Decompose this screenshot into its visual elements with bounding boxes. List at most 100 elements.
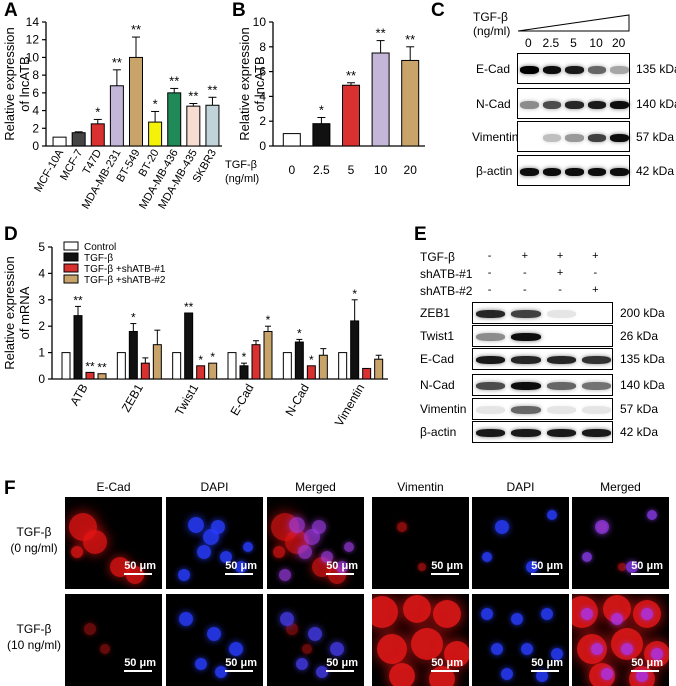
bar: [186, 105, 201, 147]
scale-bar-text: 50 μm: [631, 560, 663, 572]
stained-cell: [188, 517, 204, 533]
stained-cell: [197, 545, 211, 559]
stained-cell: [541, 608, 553, 620]
scale-bar-text: 50 μm: [124, 560, 156, 572]
bar: [227, 352, 237, 380]
protein-band: [520, 100, 539, 109]
y-tick-label: 6: [32, 86, 39, 100]
stained-cell: [84, 623, 96, 635]
x-tick-label: 2.5: [313, 163, 330, 177]
dose-label: 10: [589, 36, 603, 50]
molecular-weight-label: 140 kDa: [636, 97, 676, 111]
molecular-weight-label: 140 kDa: [620, 378, 665, 392]
stained-cell: [195, 658, 207, 670]
dose-label: 20: [612, 36, 626, 50]
dose-label: 0: [524, 36, 532, 50]
significance-mark: **: [85, 359, 95, 373]
stained-cell: [286, 623, 298, 635]
protein-band: [542, 167, 562, 176]
stained-cell: [308, 627, 322, 641]
significance-mark: **: [97, 361, 107, 375]
bar: [167, 92, 182, 147]
protein-band: [587, 100, 607, 109]
dose-label: 2.5: [542, 36, 560, 50]
protein-band: [520, 167, 539, 176]
stained-cell: [229, 642, 243, 656]
bar: [90, 123, 105, 147]
stained-cell: [389, 663, 415, 686]
y-tick-label: 6: [259, 65, 266, 79]
protein-band: [476, 406, 506, 414]
condition-label: TGF-β: [420, 250, 455, 264]
bar: [116, 352, 126, 380]
bar: [129, 56, 143, 147]
condition-sign: -: [523, 267, 527, 279]
microscopy-column-header: Vimentin: [397, 480, 444, 494]
scale-bar: [431, 670, 459, 672]
blot-c-header: TGF-β (ng/ml): [473, 10, 511, 38]
bar: [371, 52, 390, 147]
panel-b-label: B: [232, 0, 246, 21]
protein-band: [511, 429, 541, 437]
stained-cell: [491, 643, 503, 655]
significance-mark: *: [131, 311, 136, 325]
protein-band: [476, 356, 506, 364]
stained-cell: [536, 670, 548, 682]
scale-bar: [326, 573, 354, 575]
stained-cell: [444, 641, 469, 667]
stained-cell: [611, 613, 623, 625]
panel-f-label: F: [4, 478, 16, 499]
scale-bar-text: 50 μm: [431, 560, 463, 572]
protein-band: [476, 382, 506, 390]
scale-bar: [631, 573, 659, 575]
blot-row-label: E-Cad: [476, 62, 511, 76]
stained-cell: [100, 644, 110, 654]
significance-mark: **: [346, 68, 356, 83]
scale-bar-text: 50 μm: [531, 657, 563, 669]
protein-band: [610, 65, 629, 74]
scale-bar: [225, 573, 253, 575]
microscopy-image: 50 μm: [572, 497, 669, 589]
protein-band: [511, 333, 541, 341]
dose-triangle: [518, 14, 630, 32]
significance-mark: *: [297, 326, 302, 340]
bar: [306, 365, 316, 380]
blot-strip: [472, 374, 613, 396]
condition-sign: -: [487, 267, 492, 279]
protein-band: [546, 429, 576, 437]
y-tick-label: 3: [38, 293, 45, 307]
stained-cell: [621, 643, 633, 655]
stained-cell: [626, 561, 638, 573]
bar: [251, 344, 261, 380]
bar: [184, 312, 194, 380]
x-axis-label-line2: (ng/ml): [225, 173, 259, 185]
scale-bar-text: 50 μm: [225, 657, 257, 669]
protein-band: [581, 429, 611, 437]
scale-bar-text: 50 μm: [225, 560, 257, 572]
stained-cell: [495, 520, 509, 534]
protein-band: [476, 310, 506, 318]
microscopy-image: 50 μm: [372, 497, 469, 589]
protein-band: [542, 133, 562, 142]
blot-strip: [517, 88, 630, 119]
bar: [342, 84, 360, 147]
protein-band: [581, 356, 611, 364]
legend-label: TGF-β +shATB-#2: [84, 275, 166, 286]
scale-bar: [531, 670, 559, 672]
y-tick-label: 0: [38, 372, 45, 386]
y-tick-label: 10: [26, 50, 40, 64]
significance-mark: **: [376, 26, 386, 41]
significance-mark: *: [198, 353, 203, 367]
molecular-weight-label: 135 kDa: [620, 352, 665, 366]
molecular-weight-label: 26 kDa: [620, 329, 659, 343]
blot-row-label: β-actin: [420, 425, 457, 439]
bar: [374, 358, 384, 380]
blot-row-label: N-Cad: [476, 97, 511, 111]
condition-sign: -: [487, 284, 492, 296]
protein-band: [476, 429, 506, 437]
scale-bar: [631, 670, 659, 672]
microscopy-image: 50 μm: [472, 497, 569, 589]
blot-row-label: Twist1: [420, 329, 455, 343]
